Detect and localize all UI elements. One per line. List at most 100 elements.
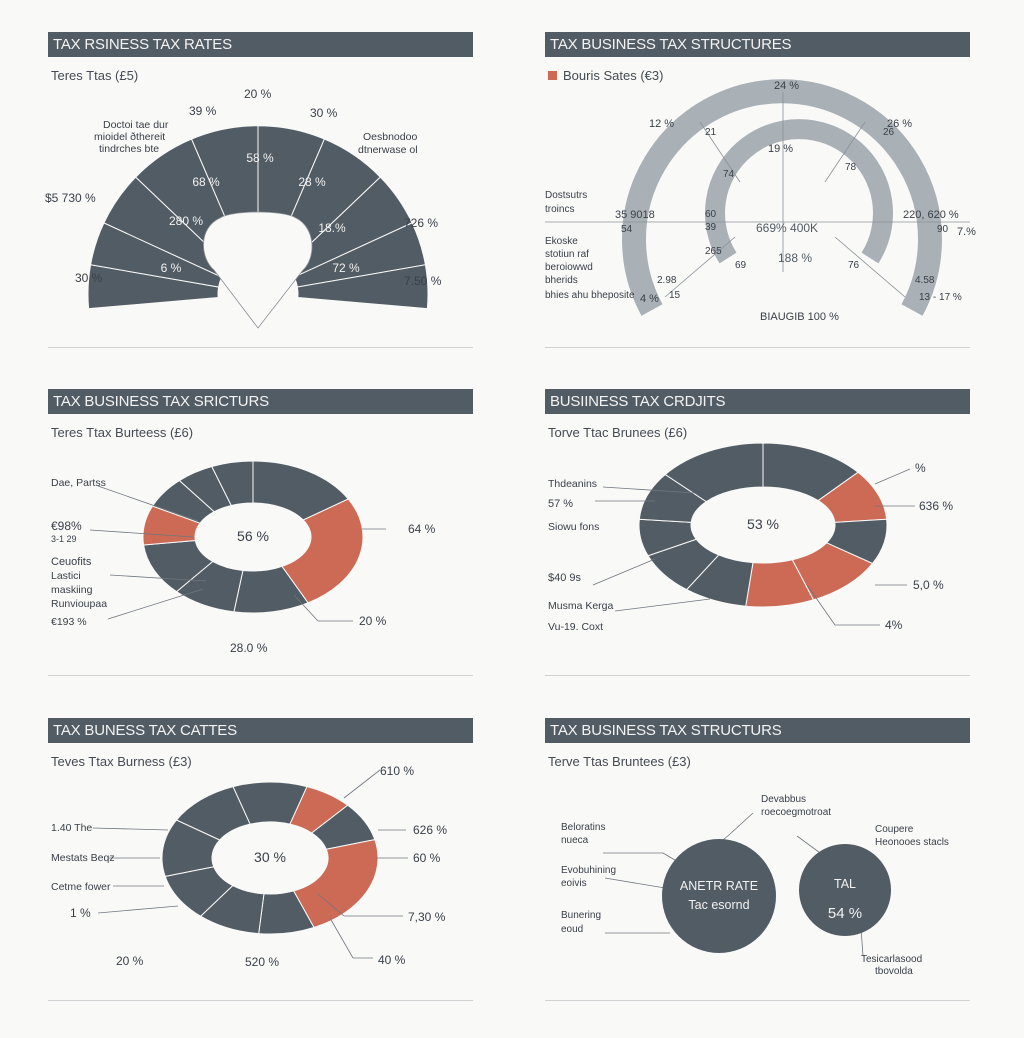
annotation: $5 730 % [45,191,96,205]
annotation: 2.98 [657,275,677,286]
data-label: 280 % [169,214,203,228]
annotation: 40 % [378,953,406,967]
inner-ring [705,119,893,264]
annotation: Evobuhining [561,865,616,876]
donut-segments [161,781,379,935]
data-label: 60 [705,209,717,220]
annotation: eoud [561,924,583,935]
panel-header: TAX BUSINESS TAX STRUCTURES [545,32,970,57]
center-label: 56 % [237,528,269,544]
bubble-chart: ANETR RATE Tac esornd TAL 54 % Beloratin… [561,794,949,977]
divider [545,675,970,676]
annotation: maskiing [51,584,93,596]
data-label: 30 % [310,106,338,120]
annotation: 60 % [413,851,441,865]
annotation: Runvioupaa [51,598,107,610]
data-label: 28 % [298,175,326,189]
donut-chart: 53 % Thdeanins 57 % Siowu fons $40 9s Mu… [548,442,953,633]
panel-header: BUSIINESS TAX CRDJITS [545,389,970,414]
annotation: Coupere [875,824,914,835]
annotation: 54 [621,224,633,235]
annotation: % [915,461,926,475]
annotation: 57 % [548,498,573,510]
annotation: Doctoi tae dur [103,119,169,131]
data-label: 72 % [332,261,360,275]
data-label: 21 [705,127,717,138]
fan-outer-labels: 20 % 39 % 30 % Doctoi tae dur mioidel ðt… [45,87,442,288]
annotation: 7.% [957,226,976,238]
annotation: Heonooes stacls [875,837,949,848]
annotation: Beloratins [561,822,605,833]
annotation: Lastici [51,570,81,582]
annotation: roecoegmotroat [761,807,831,818]
divider [48,675,473,676]
annotation: $40 9s [548,572,582,584]
bubble-right [799,844,891,936]
annotation: €98% [51,519,82,533]
annotation: mioidel ðthereit [94,131,165,143]
donut-hole [195,503,311,571]
data-label: 265 [705,246,722,257]
annotation: 1.40 The [51,822,92,834]
annotation: tbovolda [875,966,913,977]
annotation: Musma Kerga [548,600,614,612]
annotation: Mestats Beqz [51,852,115,864]
divider [545,1000,970,1001]
annotation: 1 % [70,906,91,920]
data-label: 69 [735,260,747,271]
annotation: 610 % [380,764,414,778]
panel-header: TAX BUNESS TAX CATTES [48,718,473,743]
outer-ring [622,79,942,316]
annotation: Vu-19. Coxt [548,621,603,633]
annotation: Devabbus [761,794,806,805]
annotation: 7,30 % [408,910,446,924]
data-label: 26 % [887,118,912,130]
panel-tax-srictures: TAX BUSINESS TAX SRICTURS Teres Ttax Bur… [48,389,473,709]
annotation: Siowu fons [548,521,599,533]
annotation: 28.0 % [230,641,268,655]
bubble-label: TAL [834,877,856,891]
annotation: 626 % [413,823,447,837]
annotation: beroiowwd [545,262,593,273]
annotation: 4 % [640,293,659,305]
ring-labels: 24 % 12 % 26 % 19 % 74 78 21 26 60 39 26… [545,80,976,323]
annotation: nueca [561,835,589,846]
panel-header: TAX BUSINESS TAX STRUCTURS [545,718,970,743]
bubble-left [662,839,776,953]
panel-tax-cattes: TAX BUNESS TAX CATTES Teves Ttax Burness… [48,718,473,1038]
fan-notch [203,211,313,329]
divider [545,347,970,348]
outer-labels: 1.40 The Mestats Beqz Cetme fower 1 % 20… [51,764,447,969]
donut-segments [638,442,888,608]
annotation: Ceuofits [51,556,92,568]
annotation: Ekoske [545,236,578,247]
annotation: tindrches bte [99,143,159,155]
annotation: 520 % [245,955,279,969]
annotation: Thdeanins [548,478,597,490]
annotation: 64 % [408,522,436,536]
annotation: 35 9018 [615,209,655,221]
leader-lines [545,92,970,298]
outer-labels: Dae, Partss €98% 3-1 29 Ceuofits Lastici… [51,477,436,655]
annotation: 20 % [359,614,387,628]
center-label: 188 % [778,251,812,265]
data-label: 26 [883,127,895,138]
panel-tax-structurs-bubbles: TAX BUSINESS TAX STRUCTURS Terve Ttas Br… [545,718,970,1038]
annotation: 7.50 % [404,274,442,288]
legend-swatch [548,71,557,80]
data-label: 76 [848,260,860,271]
bubble-value: 54 % [828,905,862,922]
panel-subtitle: Teves Ttax Burness (£3) [51,754,192,769]
annotation: €193 % [51,616,87,628]
leader-lines [592,468,915,626]
leader-lines [92,769,408,959]
annotation: bhies ahu bheposite [545,290,635,301]
annotation: 13 - 17 % [919,292,962,303]
divider [48,347,473,348]
bubble-label: Tac esornd [688,898,749,912]
data-label: 24 % [774,80,799,92]
donut-hole [212,822,328,894]
data-label: 74 [723,169,735,180]
annotation: Bunering [561,910,601,921]
annotation: bherids [545,275,578,286]
